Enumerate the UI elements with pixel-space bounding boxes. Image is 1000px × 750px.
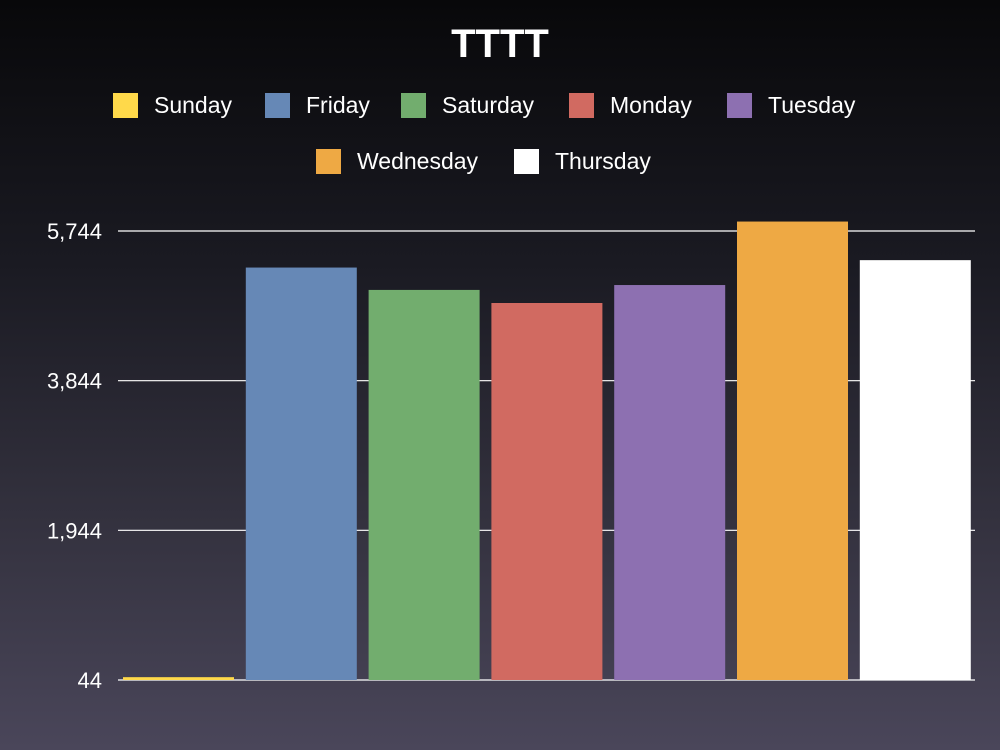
y-tick-label: 1,944 bbox=[47, 518, 102, 543]
bar-monday bbox=[491, 302, 603, 680]
y-tick-label: 3,844 bbox=[47, 369, 102, 394]
legend-item: Wednesday bbox=[316, 148, 479, 174]
bar-saturday bbox=[368, 289, 480, 680]
bar-tuesday bbox=[614, 285, 726, 680]
y-tick-label: 5,744 bbox=[47, 219, 102, 244]
legend-label: Monday bbox=[610, 92, 692, 118]
bar-wednesday bbox=[737, 221, 848, 680]
legend-label: Thursday bbox=[555, 148, 651, 174]
legend-item: Monday bbox=[569, 92, 692, 118]
chart-title: TTTT bbox=[451, 22, 549, 66]
legend: Sunday Friday Saturday Monday Tuesday Wednesd… bbox=[113, 92, 856, 174]
legend-label: Tuesday bbox=[768, 92, 856, 118]
legend-item: Saturday bbox=[401, 92, 535, 118]
legend-swatch bbox=[316, 149, 341, 174]
bar-friday bbox=[245, 267, 357, 680]
legend-swatch bbox=[401, 93, 426, 118]
legend-item: Thursday bbox=[514, 148, 651, 174]
legend-swatch bbox=[514, 149, 539, 174]
legend-label: Wednesday bbox=[357, 148, 479, 174]
legend-label: Saturday bbox=[442, 92, 535, 118]
legend-swatch bbox=[569, 93, 594, 118]
legend-label: Friday bbox=[306, 92, 370, 118]
legend-item: Sunday bbox=[113, 92, 233, 118]
bars bbox=[123, 221, 971, 680]
bar-sunday bbox=[123, 677, 234, 680]
bar-thursday bbox=[859, 260, 971, 680]
y-tick-label: 44 bbox=[78, 668, 102, 693]
legend-item: Tuesday bbox=[727, 92, 856, 118]
legend-swatch bbox=[265, 93, 290, 118]
legend-swatch bbox=[727, 93, 752, 118]
legend-swatch bbox=[113, 93, 138, 118]
y-axis: 44 1,944 3,844 5,744 bbox=[47, 219, 102, 693]
legend-label: Sunday bbox=[154, 92, 233, 118]
legend-item: Friday bbox=[265, 92, 370, 118]
